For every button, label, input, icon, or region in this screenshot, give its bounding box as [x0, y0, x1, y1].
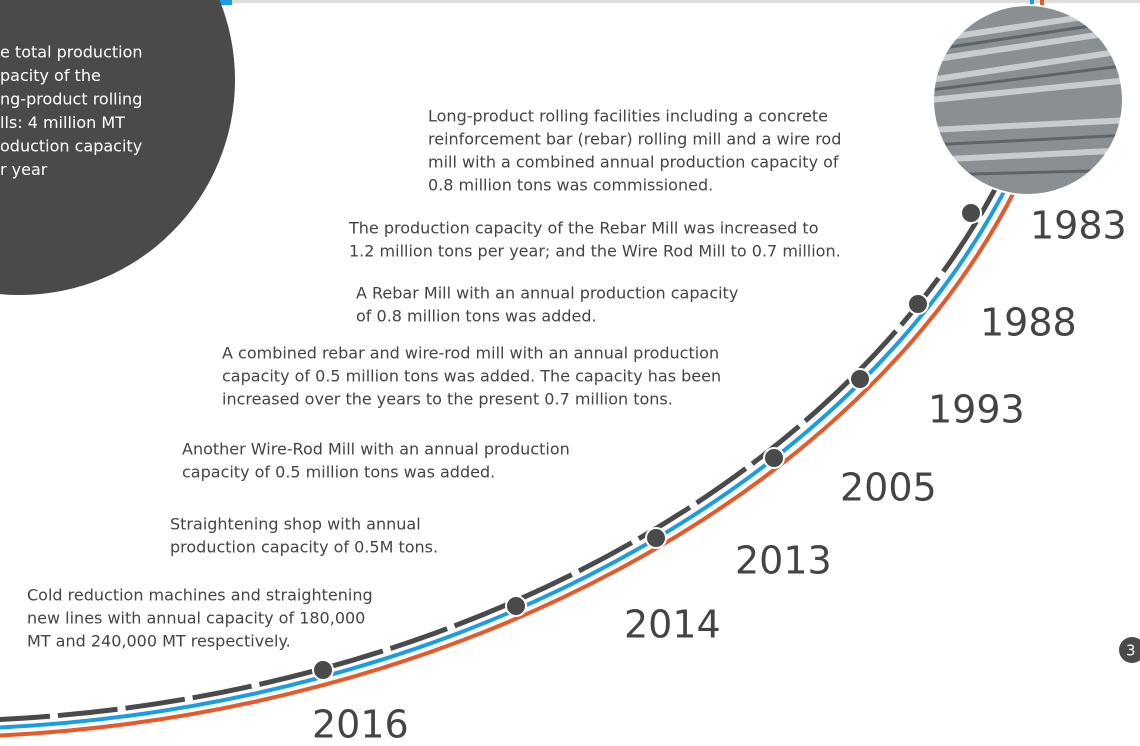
milestone-text: The production capacity of the Rebar Mil… — [348, 219, 818, 238]
intro-text: r year — [0, 160, 48, 179]
rebar-photo — [933, 5, 1123, 195]
intro-text: oduction capacity — [0, 137, 142, 156]
intro-text: ng-product rolling — [0, 90, 142, 109]
corner-mark — [1040, 0, 1044, 6]
milestone-text: A combined rebar and wire-rod mill with … — [222, 344, 719, 363]
milestone-text: increased over the years to the present … — [222, 390, 673, 409]
timeline-dot — [960, 202, 982, 224]
milestone-text: Cold reduction machines and straightenin… — [27, 586, 373, 605]
corner-mark — [1030, 0, 1034, 6]
intro-circle — [0, 0, 235, 295]
timeline-dot — [645, 527, 667, 549]
intro-text: lls: 4 million MT — [0, 113, 125, 132]
milestone-text: Long-product rolling facilities includin… — [428, 107, 828, 126]
year-label: 1993 — [928, 388, 1025, 432]
milestone-text: reinforcement bar (rebar) rolling mill a… — [428, 130, 841, 149]
top-rule — [0, 0, 1140, 3]
milestone-text: MT and 240,000 MT respectively. — [27, 632, 291, 651]
milestone-text: production capacity of 0.5M tons. — [170, 538, 438, 557]
orange-curve — [0, 185, 1019, 738]
milestone-text: mill with a combined annual production c… — [428, 153, 839, 172]
photo-ring — [932, 4, 1124, 196]
milestone-text: 0.8 million tons was commissioned. — [428, 176, 713, 195]
timeline-dot — [505, 595, 527, 617]
timeline-dot — [312, 659, 334, 681]
page-number: 3 — [1126, 642, 1136, 660]
milestone-text: 1.2 million tons per year; and the Wire … — [349, 242, 841, 261]
year-label: 1983 — [1030, 204, 1127, 248]
year-label: 2005 — [840, 466, 937, 510]
year-label: 2014 — [624, 603, 721, 647]
milestone-text: Another Wire-Rod Mill with an annual pro… — [182, 440, 570, 459]
intro-text: pacity of the — [0, 66, 101, 85]
milestone-text: A Rebar Mill with an annual production c… — [356, 284, 738, 303]
timeline-dot — [849, 368, 871, 390]
timeline-dot — [763, 447, 785, 469]
milestone-text: new lines with annual capacity of 180,00… — [27, 609, 365, 628]
milestone-text: capacity of 0.5 million tons was added. … — [222, 367, 721, 386]
milestone-text: of 0.8 million tons was added. — [356, 307, 597, 326]
year-label: 2016 — [312, 703, 409, 746]
page-badge — [1119, 637, 1140, 663]
intro-text: e total production — [0, 43, 143, 62]
milestone-text: capacity of 0.5 million tons was added. — [182, 463, 495, 482]
timeline-dot — [907, 293, 929, 315]
year-label: 1988 — [980, 301, 1077, 345]
milestone-text: Straightening shop with annual — [170, 515, 421, 534]
year-label: 2013 — [735, 539, 832, 583]
